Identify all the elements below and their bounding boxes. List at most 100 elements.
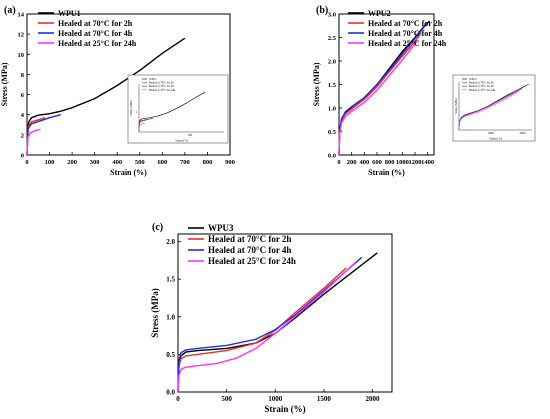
- x-tick-label: 200: [347, 159, 357, 166]
- y-axis-title: Stress (MPa): [150, 288, 160, 338]
- series-line-2: [26, 117, 46, 156]
- x-tick-label: 1200: [409, 159, 422, 166]
- x-axis-title: Strain (%): [264, 404, 305, 414]
- legend-entry: Healed at 25°C for 24h: [368, 39, 447, 48]
- legend-entry: Healed at 25°C for 24h: [58, 39, 137, 48]
- inset-series-line-3: [138, 118, 154, 133]
- inset-x-axis-title: Strain (%): [175, 139, 187, 143]
- inset-x-tick-label: 100: [188, 133, 193, 137]
- series-line-4: [177, 262, 356, 393]
- panel-label: (a): [4, 5, 16, 16]
- y-tick-label: 0.5: [166, 351, 175, 359]
- series-line-4: [26, 128, 41, 156]
- legend-entry: Healed at 70°C for 2h: [208, 234, 291, 244]
- legend-entry: Healed at 70°C for 2h: [368, 19, 443, 28]
- plot-frame: [177, 233, 393, 393]
- x-tick-label: 2000: [366, 395, 381, 403]
- inset-y-axis-title: Stress (MPa): [454, 98, 458, 114]
- y-tick-label: 14: [18, 12, 25, 19]
- x-tick-label: 700: [180, 159, 190, 166]
- x-tick-label: 900: [225, 159, 235, 166]
- inset-series-line-4: [138, 123, 145, 133]
- legend-entry: WPU1: [58, 9, 81, 18]
- inset-x-tick-label: 2000: [519, 131, 526, 135]
- x-axis-title: Strain (%): [368, 168, 405, 177]
- inset-legend-entry: WPU1: [149, 78, 157, 81]
- x-tick-label: 600: [372, 159, 382, 166]
- legend-entry: WPU3: [208, 223, 234, 233]
- inset-series-line-3: [458, 84, 527, 131]
- inset-x-tick-label: 1000: [488, 131, 495, 135]
- inset-legend-entry: WPU2: [469, 78, 477, 81]
- legend-entry: Healed at 70°C for 4h: [368, 29, 443, 38]
- y-tick-label: 1.5: [328, 82, 337, 89]
- y-tick-label: 8: [21, 72, 25, 79]
- x-tick-label: 400: [112, 159, 122, 166]
- panel-label: (b): [316, 5, 328, 16]
- x-tick-label: 300: [90, 159, 100, 166]
- y-tick-label: 2.5: [328, 35, 337, 42]
- inset-series-line-1: [138, 91, 206, 133]
- legend-entry: WPU2: [368, 9, 391, 18]
- y-axis-title: Stress (MPa): [0, 62, 9, 106]
- x-tick-label: 800: [385, 159, 395, 166]
- y-tick-label: 2: [21, 132, 24, 139]
- series-line-1: [26, 37, 186, 156]
- x-tick-label: 0: [176, 395, 180, 403]
- y-tick-label: 1.0: [166, 313, 175, 321]
- x-tick-label: 0: [25, 159, 28, 166]
- x-tick-label: 1000: [396, 159, 409, 166]
- x-tick-label: 600: [157, 159, 167, 166]
- x-axis-title: Strain (%): [110, 168, 147, 177]
- legend-entry: Healed at 70°C for 4h: [208, 245, 291, 255]
- y-tick-label: 6: [21, 92, 25, 99]
- inset-legend-entry: Healed at 70°C for 4h: [469, 85, 494, 88]
- legend-entry: Healed at 70°C for 4h: [58, 29, 133, 38]
- inset-series-line-4: [458, 91, 520, 131]
- y-tick-label: 1.0: [328, 106, 336, 113]
- y-tick-label: 4: [21, 112, 25, 119]
- y-tick-label: 0.0: [166, 389, 175, 397]
- legend-entry: Healed at 25°C for 24h: [208, 256, 296, 266]
- x-tick-label: 0: [337, 159, 340, 166]
- panel-c: (c) 0 500 1000 1500 2000 0.0 0.5 1.0 1.5 2.0 Strain…: [150, 222, 393, 414]
- y-axis-title: Stress (MPa): [312, 62, 321, 106]
- x-tick-label: 200: [67, 159, 77, 166]
- x-tick-label: 100: [45, 159, 55, 166]
- panel-a: (a) 0 100 200 300 400 500 600 700 800 900 0 2 4 6 8 10 12…: [0, 5, 235, 177]
- series-line-3: [26, 114, 61, 156]
- inset-y-axis-title: Stress (MPa): [129, 100, 133, 116]
- panel-b: (b)0 200 400 600 800 1000 1200 14000.00.51.01.5…: [312, 5, 536, 177]
- y-tick-label: 10: [18, 52, 25, 59]
- y-tick-label: 2.0: [166, 238, 175, 246]
- inset-y-tick-label: 1: [136, 110, 138, 114]
- x-tick-label: 400: [359, 159, 369, 166]
- inset-legend-entry: Healed at 25°C for 24h: [149, 89, 176, 92]
- x-tick-label: 500: [221, 395, 232, 403]
- panel-label: (c): [152, 222, 163, 233]
- x-tick-label: 1400: [421, 159, 434, 166]
- y-tick-label: 0.0: [328, 153, 336, 160]
- inset-legend-entry: Healed at 70°C for 2h: [149, 82, 174, 85]
- inset-legend-entry: Healed at 70°C for 2h: [469, 82, 494, 85]
- y-tick-label: 3.0: [328, 12, 336, 19]
- x-tick-label: 1000: [268, 395, 283, 403]
- plot-frame: [26, 13, 231, 156]
- inset-legend-entry: Healed at 25°C for 24h: [469, 89, 496, 92]
- inset-legend-entry: Healed at 70°C for 4h: [149, 85, 174, 88]
- y-tick-label: 1.5: [166, 276, 175, 284]
- inset-frame: [127, 74, 229, 144]
- series-line-2: [177, 267, 347, 393]
- x-tick-label: 1500: [317, 395, 332, 403]
- series-line-3: [177, 256, 363, 393]
- inset-x-axis-title: Strain (%): [489, 137, 501, 141]
- x-tick-label: 800: [203, 159, 213, 166]
- y-tick-label: 0: [21, 153, 24, 160]
- legend-entry: Healed at 70°C for 2h: [58, 19, 133, 28]
- y-tick-label: 2.0: [328, 59, 336, 66]
- x-tick-label: 500: [135, 159, 145, 166]
- y-tick-label: 0.5: [328, 129, 337, 136]
- series-line-1: [177, 252, 378, 393]
- series-line-4: [338, 40, 418, 156]
